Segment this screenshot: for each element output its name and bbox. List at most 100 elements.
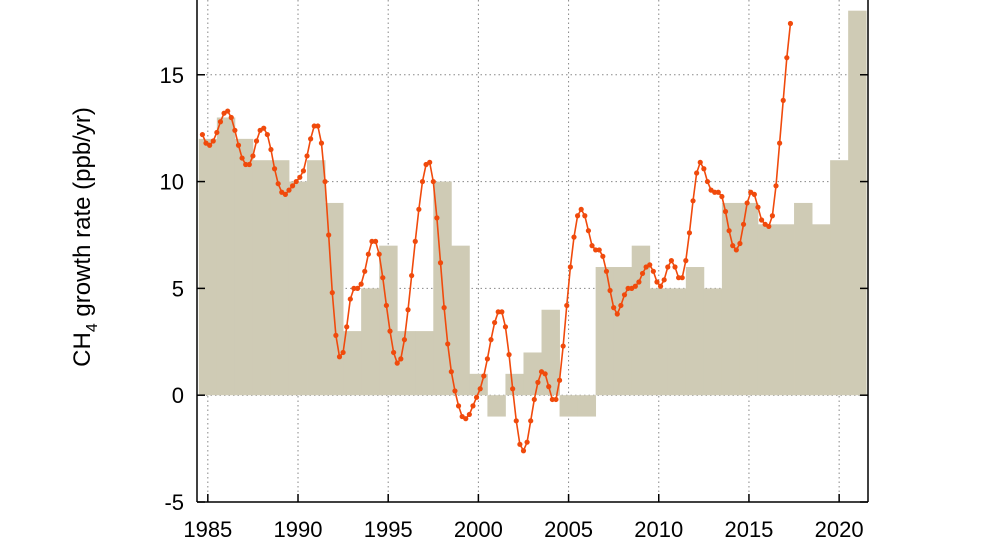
series-point xyxy=(448,369,454,375)
series-point xyxy=(437,260,444,266)
series-point xyxy=(445,341,451,347)
series-point xyxy=(621,292,628,298)
series-point xyxy=(722,208,729,215)
series-point xyxy=(730,243,736,249)
series-point xyxy=(513,418,519,424)
series-point xyxy=(639,270,646,277)
series-point xyxy=(300,168,307,174)
series-point xyxy=(582,213,588,219)
series-point xyxy=(271,166,278,172)
annual-bar xyxy=(685,267,705,396)
series-point xyxy=(250,153,256,159)
annual-bar xyxy=(559,395,578,417)
series-point xyxy=(661,277,667,283)
series-point xyxy=(282,191,288,197)
series-point xyxy=(683,258,689,264)
series-point xyxy=(329,290,335,296)
annual-bar xyxy=(361,288,380,396)
series-point xyxy=(430,178,436,185)
annual-bar xyxy=(415,331,434,396)
series-point xyxy=(618,302,624,309)
series-point xyxy=(704,178,711,185)
x-tick-labels: 1985 1990 1995 2000 2005 2010 2015 2020 xyxy=(183,517,863,542)
annual-bar xyxy=(649,288,669,396)
series-point xyxy=(304,153,310,159)
series-point xyxy=(495,309,501,315)
series-point xyxy=(574,213,581,219)
series-point xyxy=(246,161,252,168)
series-point xyxy=(567,264,573,270)
series-point xyxy=(207,142,213,148)
series-point xyxy=(318,140,325,146)
y-tick-labels: -5 0 5 10 15 xyxy=(160,63,184,515)
series-point xyxy=(773,183,779,189)
series-point xyxy=(232,127,238,133)
annual-bar xyxy=(216,117,236,396)
annual-bar xyxy=(667,288,687,396)
series-point xyxy=(488,337,494,343)
series-point xyxy=(473,394,480,400)
series-point xyxy=(654,279,660,285)
series-point xyxy=(499,309,505,315)
series-point xyxy=(549,396,555,403)
series-point xyxy=(362,268,368,274)
series-point xyxy=(358,281,364,287)
y-tick-label: 0 xyxy=(172,383,184,408)
series-point xyxy=(261,125,267,131)
series-point xyxy=(697,159,703,165)
series-point xyxy=(268,146,274,153)
series-point xyxy=(672,264,678,270)
series-point xyxy=(484,356,491,362)
series-point xyxy=(199,131,206,138)
series-point xyxy=(466,411,472,418)
annual-bar xyxy=(613,267,633,396)
series-point xyxy=(611,305,617,311)
x-tick-label: 2020 xyxy=(815,517,864,542)
series-point xyxy=(535,379,541,385)
series-point xyxy=(369,238,375,244)
series-point xyxy=(614,311,620,317)
series-point xyxy=(777,140,783,146)
series-point xyxy=(600,253,606,259)
series-point xyxy=(401,337,408,343)
series-point xyxy=(217,119,224,125)
series-point xyxy=(336,354,343,360)
series-point xyxy=(665,264,671,270)
annual-bar xyxy=(288,181,308,396)
series-point xyxy=(243,161,249,168)
y-axis-label-prefix: CH xyxy=(69,332,96,367)
annual-bar xyxy=(397,331,416,396)
series-point xyxy=(553,396,559,403)
series-point xyxy=(524,439,530,445)
series-point xyxy=(751,191,757,197)
series-point xyxy=(647,262,653,268)
x-tick-label: 2005 xyxy=(544,517,593,542)
series-point xyxy=(315,123,321,129)
series-point xyxy=(419,178,426,185)
series-point xyxy=(784,55,790,61)
series-point xyxy=(380,275,386,281)
series-point xyxy=(668,258,674,264)
series-point xyxy=(253,138,260,144)
annual-bar xyxy=(343,331,362,396)
series-point xyxy=(398,356,404,362)
series-point xyxy=(322,178,328,185)
series-point xyxy=(733,247,739,253)
series-point xyxy=(531,396,537,403)
series-point xyxy=(769,213,776,219)
series-point xyxy=(333,332,339,338)
series-point xyxy=(275,181,281,187)
series-point xyxy=(625,285,631,291)
x-tick-label: 2010 xyxy=(634,517,683,542)
series-point xyxy=(694,170,700,176)
series-point xyxy=(340,349,346,356)
x-tick-label: 1985 xyxy=(183,517,232,542)
series-point xyxy=(607,287,613,294)
series-point xyxy=(593,247,599,253)
series-point xyxy=(596,247,602,253)
x-tick-label: 2015 xyxy=(724,517,773,542)
series-point xyxy=(470,403,476,409)
series-point xyxy=(225,108,231,114)
series-point xyxy=(657,283,664,289)
